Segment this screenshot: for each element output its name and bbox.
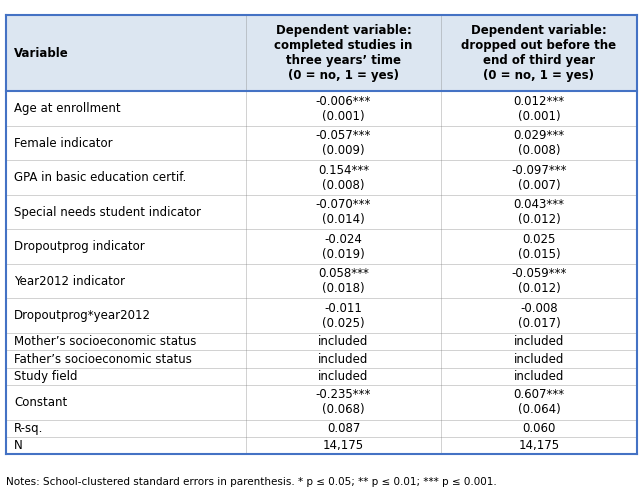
Text: 0.029***
(0.008): 0.029*** (0.008) [513,129,565,157]
Text: R-sq.: R-sq. [14,422,44,435]
Text: Dropoutprog*year2012: Dropoutprog*year2012 [14,309,151,322]
Text: Father’s socioeconomic status: Father’s socioeconomic status [14,353,192,366]
Text: N: N [14,439,23,453]
Text: -0.059***
(0.012): -0.059*** (0.012) [511,267,566,295]
Text: 0.060: 0.060 [522,422,556,435]
Text: 14,175: 14,175 [518,439,559,453]
Text: -0.235***
(0.068): -0.235*** (0.068) [316,388,371,416]
Text: 0.043***
(0.012): 0.043*** (0.012) [513,198,565,226]
Text: 0.058***
(0.018): 0.058*** (0.018) [318,267,369,295]
Text: included: included [514,370,564,383]
Text: included: included [318,335,368,348]
Text: -0.008
(0.017): -0.008 (0.017) [518,302,560,329]
Text: included: included [318,370,368,383]
Text: 0.087: 0.087 [327,422,360,435]
FancyBboxPatch shape [6,91,637,454]
Text: Dependent variable:
completed studies in
three years’ time
(0 = no, 1 = yes): Dependent variable: completed studies in… [275,24,413,82]
Text: 14,175: 14,175 [323,439,364,453]
Text: Variable: Variable [14,46,69,60]
Text: Constant: Constant [14,396,68,409]
Text: included: included [514,353,564,366]
Text: Dropoutprog indicator: Dropoutprog indicator [14,240,145,253]
Text: 0.025
(0.015): 0.025 (0.015) [518,233,560,261]
Text: Study field: Study field [14,370,78,383]
Text: -0.070***
(0.014): -0.070*** (0.014) [316,198,371,226]
Text: -0.011
(0.025): -0.011 (0.025) [322,302,365,329]
Text: -0.024
(0.019): -0.024 (0.019) [322,233,365,261]
Text: 0.607***
(0.064): 0.607*** (0.064) [513,388,565,416]
Text: included: included [514,335,564,348]
FancyBboxPatch shape [6,15,637,91]
Text: Age at enrollment: Age at enrollment [14,102,121,115]
Text: -0.097***
(0.007): -0.097*** (0.007) [511,164,566,192]
Text: Dependent variable:
dropped out before the
end of third year
(0 = no, 1 = yes): Dependent variable: dropped out before t… [461,24,617,82]
Text: 0.012***
(0.001): 0.012*** (0.001) [513,95,565,123]
Text: -0.006***
(0.001): -0.006*** (0.001) [316,95,371,123]
Text: Mother’s socioeconomic status: Mother’s socioeconomic status [14,335,197,348]
Text: 0.154***
(0.008): 0.154*** (0.008) [318,164,369,192]
Text: GPA in basic education certif.: GPA in basic education certif. [14,171,186,184]
Text: Notes: School-clustered standard errors in parenthesis. * p ≤ 0.05; ** p ≤ 0.01;: Notes: School-clustered standard errors … [6,477,497,487]
Text: Special needs student indicator: Special needs student indicator [14,206,201,219]
Text: included: included [318,353,368,366]
Text: -0.057***
(0.009): -0.057*** (0.009) [316,129,371,157]
Text: Female indicator: Female indicator [14,137,113,150]
Text: Year2012 indicator: Year2012 indicator [14,275,125,288]
